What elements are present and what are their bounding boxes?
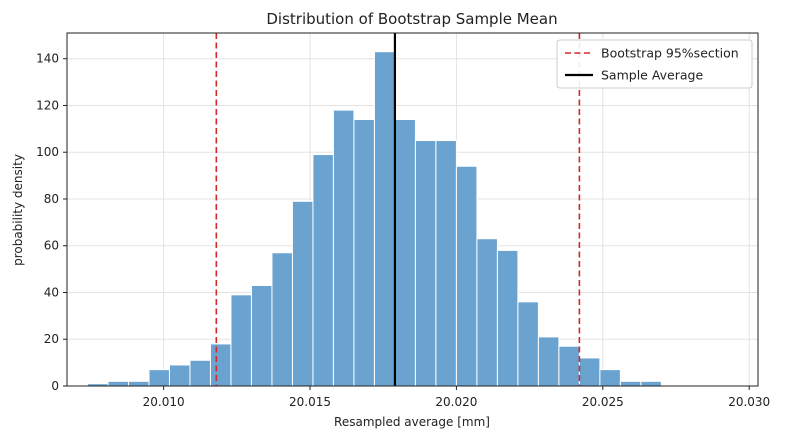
y-tick-label: 100	[36, 145, 59, 159]
histogram-bar	[271, 252, 293, 387]
histogram-bar	[558, 345, 580, 387]
histogram-bar	[291, 200, 314, 387]
histogram-bar	[332, 109, 355, 387]
x-axis-label: Resampled average [mm]	[334, 415, 490, 429]
histogram-bar	[107, 380, 129, 387]
y-tick-label: 60	[44, 239, 59, 253]
histogram-bars	[86, 51, 662, 387]
y-tick-label: 80	[44, 192, 59, 206]
histogram-bar	[640, 380, 662, 387]
histogram-bar	[312, 154, 334, 387]
histogram-bar	[578, 357, 601, 387]
histogram-bar	[414, 140, 437, 387]
histogram-bar	[435, 140, 457, 387]
axis-ticks: 20.010 20.015 20.020 20.025 20.030 0 20 40 60 80 1…	[36, 52, 770, 409]
histogram-bar	[127, 380, 150, 387]
y-tick-label: 140	[36, 52, 59, 66]
histogram-bar	[599, 369, 621, 387]
legend: Bootstrap 95%section Sample Average	[556, 39, 753, 89]
histogram-bar	[189, 359, 211, 387]
x-tick-label: 20.010	[143, 395, 185, 409]
histogram-bar	[537, 336, 560, 387]
legend-label: Sample Average	[601, 68, 703, 83]
y-tick-label: 40	[44, 285, 59, 299]
histogram-bar	[373, 51, 396, 387]
histogram-bar	[250, 284, 273, 387]
chart-title: Distribution of Bootstrap Sample Mean	[266, 10, 557, 28]
histogram-bar	[394, 118, 416, 387]
histogram-bar	[517, 301, 539, 387]
legend-box	[556, 39, 753, 89]
x-tick-label: 20.020	[435, 395, 477, 409]
histogram-bar	[209, 343, 232, 387]
reference-lines	[215, 33, 581, 386]
y-tick-label: 20	[44, 332, 59, 346]
x-tick-label: 20.025	[582, 395, 624, 409]
x-tick-label: 20.015	[289, 395, 331, 409]
histogram-bar	[168, 364, 191, 387]
histogram-bar	[353, 118, 375, 387]
histogram-bar	[619, 380, 642, 387]
histogram-bar	[496, 249, 519, 387]
histogram-bar	[455, 165, 478, 387]
histogram-bar	[148, 369, 170, 387]
histogram-bar	[476, 238, 498, 387]
histogram-bar	[230, 294, 252, 387]
plot-frame	[66, 32, 759, 387]
y-tick-label: 0	[51, 379, 59, 393]
y-axis-label: probability density	[11, 154, 25, 266]
x-tick-label: 20.030	[728, 395, 770, 409]
legend-label: Bootstrap 95%section	[601, 46, 739, 61]
y-tick-label: 120	[36, 98, 59, 112]
